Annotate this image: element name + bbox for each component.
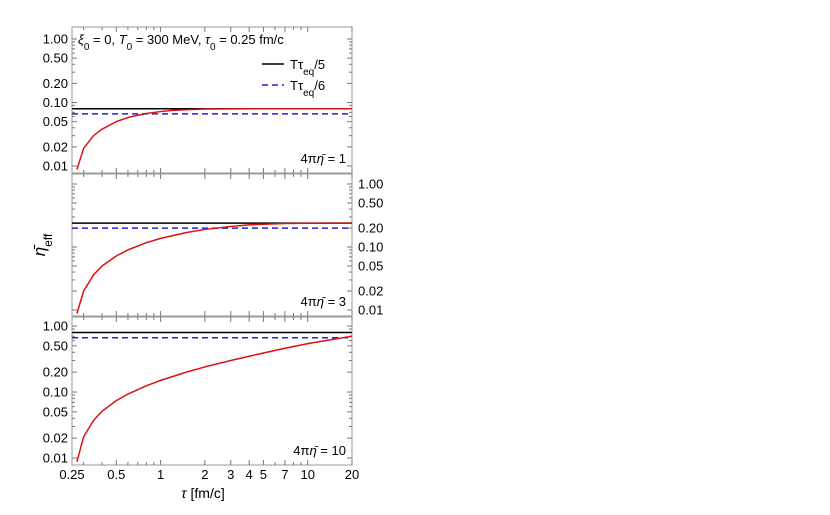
x-tick-label: 1 — [157, 467, 164, 482]
panel-3-label: 4πη̄ = 10 — [293, 443, 346, 458]
panel-3-ytick-label: 0.02 — [43, 431, 68, 446]
x-axis-label: τ [fm/c] — [181, 485, 224, 501]
panel-1-ytick-label: 0.01 — [43, 159, 68, 174]
panel-3-ytick-label: 0.10 — [43, 385, 68, 400]
panel-3-series-red-curve — [76, 335, 353, 462]
panel-2-ytick-label: 0.05 — [358, 258, 383, 273]
x-tick-label: 2 — [201, 467, 208, 482]
panel-1-ytick-label: 0.02 — [43, 139, 68, 154]
x-tick-label: 0.25 — [59, 467, 84, 482]
panel-1-ytick-label: 0.10 — [43, 95, 68, 110]
panel-2-ytick-label: 0.20 — [358, 221, 383, 236]
panels-group: 0.01 0.02 0.05 0.10 0.20 0.50 1.00 4πη̄ = 1 0.01… — [43, 26, 383, 482]
x-tick-label: 4 — [246, 467, 253, 482]
x-tick-label: 3 — [227, 467, 234, 482]
panel-1-series-red-curve — [76, 108, 352, 170]
panel-1-ytick-label: 1.00 — [43, 32, 68, 47]
legend-label-2: Tτeq/6 — [290, 78, 325, 99]
panel-1-label: 4πη̄ = 1 — [301, 151, 346, 166]
panel-2-series-red-curve — [76, 222, 352, 314]
legend: Tτeq/5 Tτeq/6 — [262, 57, 325, 99]
x-tick-label: 10 — [300, 467, 314, 482]
x-tick-label: 0.5 — [107, 467, 125, 482]
panel-2-ytick-label: 1.00 — [358, 177, 383, 192]
panel-2-frame — [71, 173, 353, 317]
panel-1-ytick-label: 0.50 — [43, 51, 68, 66]
panel-2-ytick-label: 0.10 — [358, 240, 383, 255]
x-tick-label: 7 — [281, 467, 288, 482]
panel-1-ytick-label: 0.05 — [43, 114, 68, 129]
panel-2-ytick-label: 0.50 — [358, 195, 383, 210]
panel-2-label: 4πη̄ = 3 — [301, 294, 346, 309]
panel-3-ytick-label: 0.20 — [43, 365, 68, 380]
panel-2-ytick-label: 0.01 — [358, 303, 383, 318]
panel-2-ytick-label: 0.02 — [358, 284, 383, 299]
y-axis-label: η̄eff — [30, 233, 55, 256]
legend-label-1: Tτeq/5 — [290, 57, 325, 78]
parameter-annotation: ξ0 = 0, T0 = 300 MeV, τ0 = 0.25 fm/c — [78, 32, 284, 53]
panel-3-ytick-label: 0.01 — [43, 451, 68, 466]
x-tick-label: 20 — [345, 467, 359, 482]
panel-1-ytick-label: 0.20 — [43, 76, 68, 91]
panel-3-frame — [71, 316, 353, 466]
panel-3-ytick-label: 0.05 — [43, 404, 68, 419]
panel-1-frame — [71, 26, 353, 174]
x-tick-label: 5 — [260, 467, 267, 482]
panel-3-ytick-label: 0.50 — [43, 338, 68, 353]
panel-3-ytick-label: 1.00 — [43, 319, 68, 334]
